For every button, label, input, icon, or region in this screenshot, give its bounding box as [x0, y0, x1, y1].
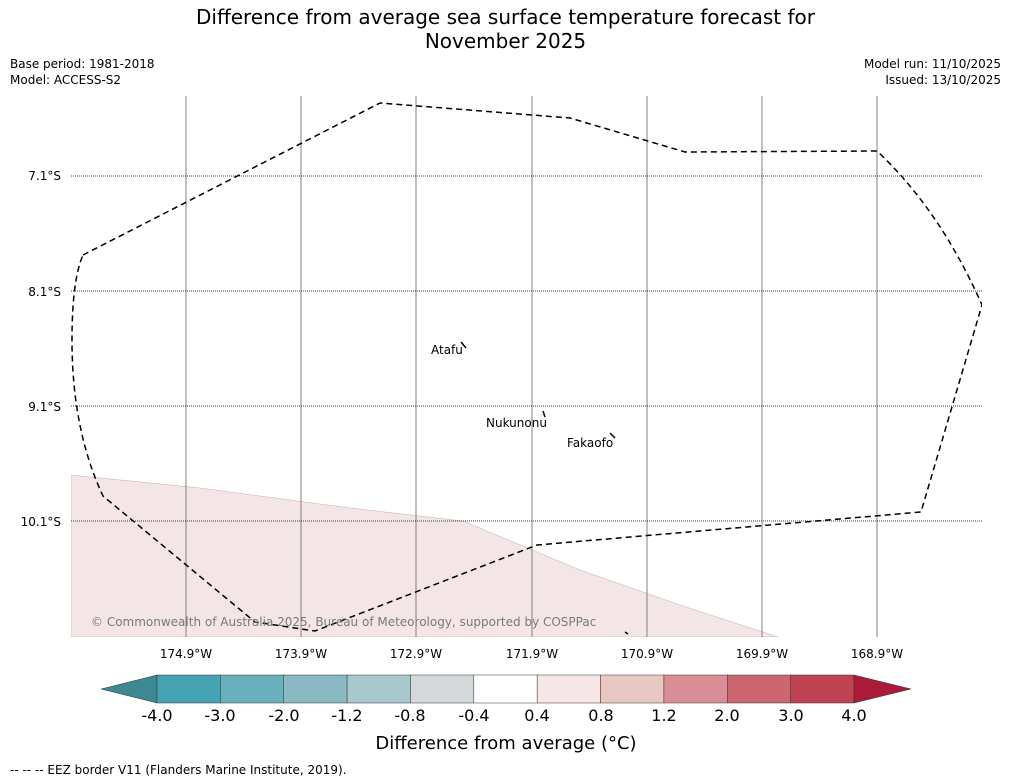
issued-date: Issued: 13/10/2025: [885, 73, 1001, 87]
atafu-atoll-shape: [460, 341, 467, 349]
lat-labels: 7.1°S 8.1°S 9.1°S 10.1°S: [21, 169, 61, 529]
eez-legend: -- -- -- EEZ border V11 (Flanders Marine…: [10, 763, 347, 777]
lon-label: 171.9°W: [506, 647, 558, 661]
anomaly-region: [71, 474, 779, 637]
nukunonu-atoll-shape: [542, 410, 546, 418]
fakaofo-atoll-shape: [609, 432, 616, 439]
base-period: Base period: 1981-2018: [10, 57, 155, 71]
lon-label: 174.9°W: [160, 647, 212, 661]
model-run: Model run: 11/10/2025: [863, 57, 1001, 71]
meta-right: Model run: 11/10/2025 Issued: 13/10/2025: [864, 56, 1001, 88]
lon-label: 168.9°W: [851, 647, 903, 661]
parallel-lines: [71, 175, 982, 522]
place-nukunonu: Nukunonu: [486, 416, 547, 430]
lat-label: 7.1°S: [28, 169, 61, 183]
lon-label: 170.9°W: [621, 647, 673, 661]
place-atafu: Atafu: [431, 343, 463, 357]
lat-label: 9.1°S: [28, 400, 61, 414]
meta-left: Base period: 1981-2018 Model: ACCESS-S2: [10, 56, 155, 88]
model-name: Model: ACCESS-S2: [10, 73, 122, 87]
lat-label: 10.1°S: [21, 515, 61, 529]
title-line-1: Difference from average sea surface temp…: [195, 5, 815, 29]
lon-label: 169.9°W: [736, 647, 788, 661]
place-fakaofo: Fakaofo: [567, 436, 613, 450]
copyright-notice: © Commonwealth of Australia 2025, Bureau…: [91, 615, 596, 629]
lat-label: 8.1°S: [28, 285, 61, 299]
lon-labels: 174.9°W 173.9°W 172.9°W 171.9°W 170.9°W …: [160, 647, 903, 661]
lon-label: 173.9°W: [275, 647, 327, 661]
chart-title: Difference from average sea surface temp…: [0, 5, 1011, 53]
title-line-2: November 2025: [424, 29, 587, 53]
swains-island-shape: [624, 631, 629, 635]
eez-border: [71, 102, 982, 632]
places: Atafu Nukunonu Fakaofo: [431, 341, 629, 635]
lon-label: 172.9°W: [390, 647, 442, 661]
